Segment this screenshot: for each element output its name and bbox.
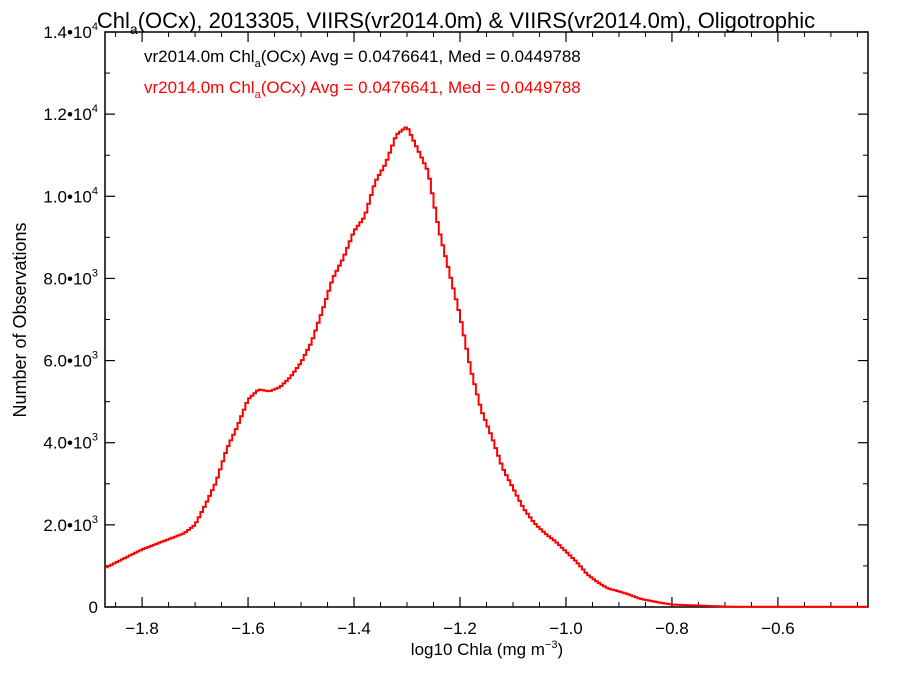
x-axis: −1.8 −1.6 −1.4 −1.2 −1.0 −0.8 −0.6 [115,32,858,638]
x-tick-label: −1.2 [443,619,477,638]
y-axis-label: Number of Observations [10,222,30,417]
x-tick-label: −1.6 [231,619,265,638]
y-tick-label: 4.0•103 [43,432,98,453]
x-tick-label: −0.8 [655,619,689,638]
y-tick-label: 8.0•103 [43,267,98,288]
y-tick-label: 1.0•104 [43,185,98,206]
y-tick-label: 1.2•104 [43,103,98,124]
x-tick-label: −1.4 [337,619,371,638]
y-tick-label: 6.0•103 [43,350,98,371]
x-axis-label: log10 Chla (mg m−3) [411,639,563,659]
y-axis: 0 2.0•103 4.0•103 6.0•103 8.0•103 1.0•104 1.2•… [43,21,868,617]
annotation-stats-red: vr2014.0m Chla(OCx) Avg = 0.0476641, Med… [144,78,581,101]
x-tick-label: −1.8 [125,619,159,638]
x-tick-label: −1.0 [549,619,583,638]
y-tick-label: 2.0•103 [43,514,98,535]
series-group [105,126,868,608]
y-tick-label: 1.4•104 [43,21,98,42]
chart-title: Chla(OCx), 2013305, VIIRS(vr2014.0m) & V… [97,8,815,37]
annotation-stats-black: vr2014.0m Chla(OCx) Avg = 0.0476641, Med… [144,47,581,70]
y-tick-label: 0 [89,598,98,617]
x-tick-label: −0.6 [761,619,795,638]
histogram-series-line [105,126,868,608]
